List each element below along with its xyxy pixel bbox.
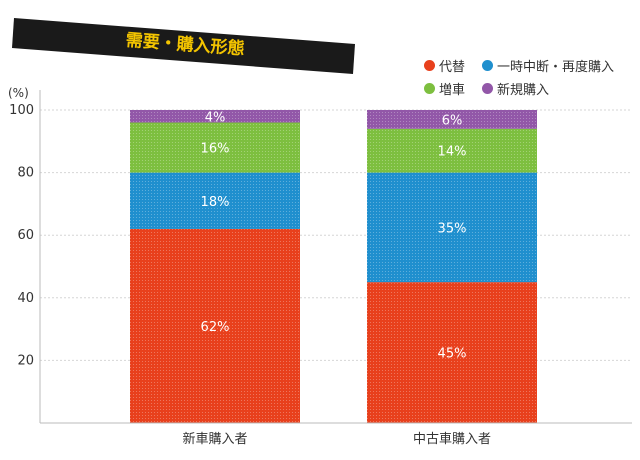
bar-texture-1-1: [367, 172, 537, 283]
axes: 20 40 60 80 100 新車購入者 中古車購入者: [9, 90, 632, 447]
bar-texture-1-0: [367, 282, 537, 423]
title-banner: 需要・購入形態: [12, 18, 355, 74]
legend-label-1: 一時中断・再度購入: [497, 60, 615, 75]
legend-swatch-3: [482, 83, 493, 94]
bar-texture-1-2: [367, 128, 537, 173]
bar-texture-1-3: [367, 110, 537, 129]
data-label-0-1: 18%: [201, 195, 230, 210]
legend-swatch-0: [424, 60, 435, 71]
legend-swatch-2: [424, 83, 435, 94]
legend-label-0: 代替: [439, 60, 466, 75]
y-axis-label: (%): [8, 86, 29, 100]
bar-texture-0-3: [130, 110, 300, 123]
y-tick-label-80: 80: [17, 166, 34, 181]
y-tick-label-100: 100: [9, 103, 34, 118]
legend-item-1: 一時中断・再度購入: [482, 56, 614, 75]
bar-texture-0-2: [130, 122, 300, 173]
legend-label-2: 増車: [439, 83, 466, 98]
grid: [40, 109, 632, 361]
legend-item-3: 新規購入: [482, 79, 549, 98]
title-banner-shape: [12, 18, 355, 74]
data-label-1-3: 6%: [442, 113, 463, 128]
y-tick-label-60: 60: [17, 228, 34, 243]
data-label-0-0: 62%: [201, 320, 230, 335]
data-label-1-2: 14%: [438, 145, 467, 160]
y-tick-label-20: 20: [17, 353, 34, 368]
bar-texture-0-0: [130, 228, 300, 423]
legend-item-2: 増車: [424, 79, 465, 98]
data-label-1-0: 45%: [438, 347, 467, 362]
data-label-0-3: 4%: [205, 110, 226, 125]
y-tick-label-40: 40: [17, 291, 34, 306]
data-label-0-2: 16%: [201, 142, 230, 157]
bars: 62% 18% 16% 4% 45% 35% 14% 6%: [130, 110, 537, 423]
legend-swatch-1: [482, 60, 493, 71]
legend-label-3: 新規購入: [497, 83, 550, 98]
x-tick-label-1: 中古車購入者: [413, 432, 491, 447]
x-tick-label-0: 新車購入者: [182, 431, 247, 447]
data-label-1-1: 35%: [438, 221, 467, 236]
legend-item-0: 代替: [424, 56, 465, 75]
bar-texture-0-1: [130, 172, 300, 229]
